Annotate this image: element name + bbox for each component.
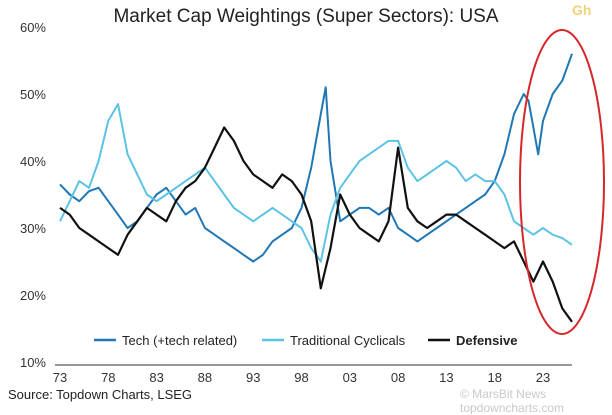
series-line-3 bbox=[59, 126, 573, 323]
x-tick-label: 93 bbox=[246, 370, 260, 385]
y-axis-ticks: 60% 50% 40% 30% 20% 10% bbox=[20, 20, 46, 370]
chart-title: Market Cap Weightings (Super Sectors): U… bbox=[113, 6, 499, 27]
y-tick-label: 60% bbox=[20, 20, 46, 35]
x-tick-label: 83 bbox=[149, 370, 163, 385]
x-tick-label: 73 bbox=[53, 370, 67, 385]
x-tick-label: 18 bbox=[487, 370, 501, 385]
y-tick-label: 20% bbox=[20, 288, 46, 303]
series-line-2 bbox=[59, 103, 573, 263]
y-tick-label: 30% bbox=[20, 221, 46, 236]
x-tick-label: 98 bbox=[294, 370, 308, 385]
legend: Tech (+tech related) Traditional Cyclical… bbox=[94, 333, 517, 348]
watermark: © MarsBit News topdowncharts.com bbox=[460, 387, 565, 415]
source-note: Source: Topdown Charts, LSEG bbox=[8, 387, 193, 402]
legend-label: Defensive bbox=[456, 333, 517, 348]
x-tick-label: 03 bbox=[343, 370, 357, 385]
legend-label: Traditional Cyclicals bbox=[290, 333, 406, 348]
corner-logo: Gh bbox=[572, 2, 592, 18]
x-tick-label: 08 bbox=[391, 370, 405, 385]
y-tick-label: 50% bbox=[20, 87, 46, 102]
legend-label: Tech (+tech related) bbox=[122, 333, 237, 348]
x-tick-label: 23 bbox=[536, 370, 550, 385]
series-line-1 bbox=[59, 53, 573, 263]
y-tick-label: 40% bbox=[20, 154, 46, 169]
x-tick-label: 78 bbox=[101, 370, 115, 385]
highlight-ellipse bbox=[519, 29, 605, 335]
series-lines bbox=[59, 53, 573, 323]
x-tick-label: 13 bbox=[439, 370, 453, 385]
x-tick-label: 88 bbox=[198, 370, 212, 385]
x-axis-ticks: 73 78 83 88 93 98 03 08 13 18 23 bbox=[53, 370, 550, 385]
y-tick-label: 10% bbox=[20, 355, 46, 370]
